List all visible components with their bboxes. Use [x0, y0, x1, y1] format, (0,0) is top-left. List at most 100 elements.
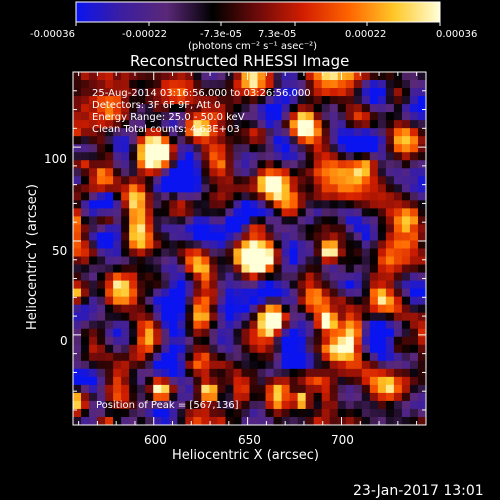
heatmap-cell [129, 272, 138, 281]
colorbar-tick-label: -0.00036 [30, 29, 75, 40]
heatmap-cell [73, 320, 82, 330]
heatmap-cell [169, 360, 178, 370]
heatmap-cell [369, 160, 379, 169]
heatmap-cell [321, 288, 331, 298]
heatmap-cell [89, 128, 98, 137]
heatmap-cell [313, 336, 323, 346]
heatmap-cell [129, 248, 138, 257]
heatmap-cell [113, 232, 122, 241]
heatmap-cell [113, 136, 122, 145]
heatmap-cell [145, 368, 154, 378]
heatmap-cell [313, 160, 323, 169]
heatmap-cell [393, 288, 403, 298]
heatmap-cell [377, 112, 387, 121]
heatmap-cell [313, 224, 323, 233]
heatmap-cell [249, 344, 258, 354]
heatmap-cell [401, 384, 411, 394]
heatmap-cell [305, 416, 315, 425]
heatmap-cell [249, 88, 258, 97]
heatmap-cell [321, 152, 331, 161]
heatmap-cell [97, 208, 106, 217]
heatmap-cell [113, 176, 122, 185]
heatmap-cell [321, 216, 331, 225]
heatmap-cell [177, 392, 186, 402]
heatmap-cell [113, 112, 122, 121]
heatmap-cell [353, 144, 363, 153]
heatmap-cell [273, 384, 282, 394]
heatmap-cell [393, 400, 403, 410]
heatmap-cell [417, 368, 426, 378]
heatmap-cell [353, 344, 363, 354]
heatmap-cell [361, 288, 371, 298]
heatmap-cell [361, 280, 371, 290]
heatmap-cell [369, 216, 379, 225]
axis-tick-marks [73, 71, 426, 425]
heatmap-cell [249, 368, 258, 378]
heatmap-cell [377, 272, 387, 281]
heatmap-cell [401, 104, 411, 113]
heatmap-cell [89, 376, 98, 386]
heatmap-cell [89, 72, 98, 81]
heatmap-cell [273, 272, 282, 281]
heatmap-cell [217, 360, 226, 370]
heatmap-cell [273, 224, 282, 233]
heatmap-cell [345, 344, 355, 354]
heatmap-cell [297, 224, 307, 233]
heatmap-cell [361, 152, 371, 161]
heatmap-cell [345, 288, 355, 298]
heatmap-cell [297, 88, 307, 97]
heatmap-cell [89, 144, 98, 153]
heatmap-cell [225, 80, 234, 89]
heatmap-cell [177, 192, 186, 201]
heatmap-cell [193, 88, 202, 97]
heatmap-cell [161, 144, 170, 153]
heatmap-cell [241, 184, 250, 193]
heatmap-cell [385, 184, 395, 193]
heatmap-cell [145, 120, 154, 129]
heatmap-cell [161, 408, 170, 418]
heatmap-cell [201, 304, 210, 314]
heatmap-cell [353, 328, 363, 338]
annotation-method: Clean Total counts: 4.63E+03 [92, 124, 240, 135]
heatmap-cell [297, 176, 307, 185]
heatmap-cell [137, 304, 146, 314]
heatmap-cell [417, 304, 426, 314]
heatmap-cell [401, 224, 411, 233]
heatmap-cell [353, 136, 363, 145]
heatmap-cell [177, 208, 186, 217]
heatmap-cell [353, 168, 363, 177]
heatmap-cell [265, 120, 274, 129]
heatmap-cell [217, 352, 226, 362]
heatmap-cell [377, 304, 387, 314]
heatmap-cell [161, 192, 170, 201]
heatmap-cell [201, 408, 210, 418]
heatmap-cell [385, 360, 395, 370]
heatmap-cell [193, 80, 202, 89]
heatmap-cell [105, 248, 114, 257]
heatmap-cell [217, 120, 226, 129]
heatmap-cell [225, 208, 234, 217]
heatmap-cell [369, 168, 379, 177]
heatmap-cell [153, 256, 162, 265]
heatmap-cell [361, 232, 371, 241]
heatmap-cell [401, 128, 411, 137]
heatmap-cell [345, 168, 355, 177]
heatmap-cell [153, 200, 162, 209]
heatmap-cell [177, 336, 186, 346]
heatmap-cell [385, 336, 395, 346]
heatmap-cell [345, 368, 355, 378]
heatmap-cell [217, 144, 226, 153]
heatmap-cell [185, 104, 194, 113]
heatmap-cell [137, 208, 146, 217]
heatmap-cell [153, 232, 162, 241]
heatmap-cell [241, 256, 250, 265]
heatmap-cell [337, 408, 347, 418]
heatmap-cell [401, 216, 411, 225]
heatmap-cell [417, 192, 426, 201]
heatmap-cell [137, 80, 146, 89]
heatmap-cell [281, 136, 291, 145]
heatmap-cell [105, 384, 114, 394]
annotations: 25-Aug-2014 03:16:56.000 to 03:26:56.000… [92, 88, 311, 411]
heatmap-cell [353, 120, 363, 129]
heatmap-cell [313, 240, 323, 249]
